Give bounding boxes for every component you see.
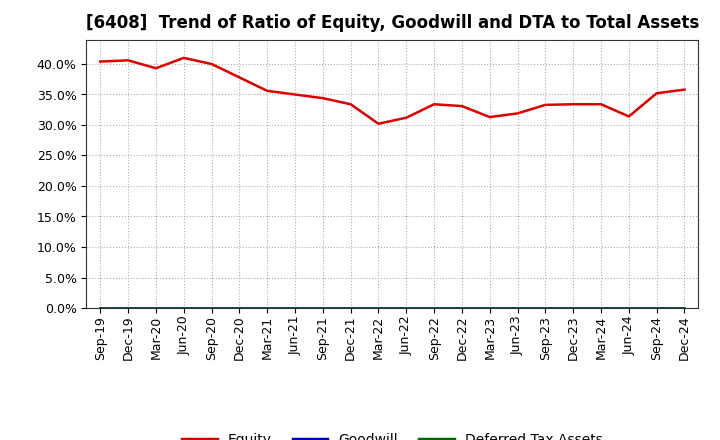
Equity [179,55,188,61]
Goodwill [430,305,438,311]
Goodwill [96,305,104,311]
Goodwill [458,305,467,311]
Equity [541,102,550,107]
Deferred Tax Assets [485,305,494,311]
Goodwill [513,305,522,311]
Title: [6408]  Trend of Ratio of Equity, Goodwill and DTA to Total Assets: [6408] Trend of Ratio of Equity, Goodwil… [86,15,699,33]
Goodwill [402,305,410,311]
Deferred Tax Assets [207,305,216,311]
Goodwill [374,305,383,311]
Deferred Tax Assets [96,305,104,311]
Goodwill [680,305,689,311]
Deferred Tax Assets [291,305,300,311]
Equity [624,114,633,119]
Equity [263,88,271,93]
Equity [485,114,494,120]
Goodwill [346,305,355,311]
Goodwill [652,305,661,311]
Equity [207,61,216,66]
Equity [569,102,577,107]
Deferred Tax Assets [680,305,689,311]
Equity [430,102,438,107]
Equity [235,75,243,80]
Deferred Tax Assets [374,305,383,311]
Deferred Tax Assets [318,305,327,311]
Goodwill [179,305,188,311]
Legend: Equity, Goodwill, Deferred Tax Assets: Equity, Goodwill, Deferred Tax Assets [176,428,608,440]
Goodwill [541,305,550,311]
Deferred Tax Assets [652,305,661,311]
Goodwill [263,305,271,311]
Equity [402,115,410,120]
Deferred Tax Assets [513,305,522,311]
Deferred Tax Assets [430,305,438,311]
Goodwill [318,305,327,311]
Goodwill [291,305,300,311]
Equity [597,102,606,107]
Goodwill [124,305,132,311]
Equity [124,58,132,63]
Deferred Tax Assets [179,305,188,311]
Deferred Tax Assets [541,305,550,311]
Line: Equity: Equity [100,58,685,124]
Deferred Tax Assets [346,305,355,311]
Goodwill [624,305,633,311]
Deferred Tax Assets [124,305,132,311]
Deferred Tax Assets [569,305,577,311]
Equity [291,92,300,97]
Goodwill [207,305,216,311]
Equity [458,103,467,109]
Equity [652,91,661,96]
Goodwill [485,305,494,311]
Deferred Tax Assets [152,305,161,311]
Goodwill [597,305,606,311]
Deferred Tax Assets [402,305,410,311]
Equity [318,95,327,101]
Goodwill [569,305,577,311]
Goodwill [152,305,161,311]
Equity [346,102,355,107]
Deferred Tax Assets [458,305,467,311]
Equity [152,66,161,71]
Equity [513,111,522,116]
Deferred Tax Assets [624,305,633,311]
Goodwill [235,305,243,311]
Deferred Tax Assets [263,305,271,311]
Equity [680,87,689,92]
Equity [374,121,383,126]
Deferred Tax Assets [235,305,243,311]
Equity [96,59,104,64]
Deferred Tax Assets [597,305,606,311]
